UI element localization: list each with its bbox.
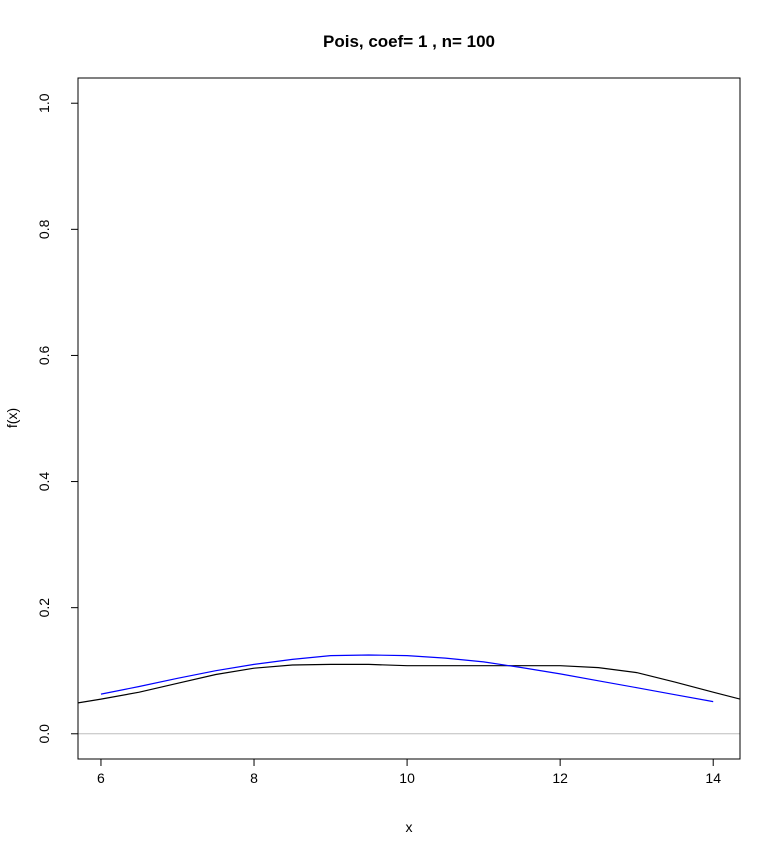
y-tick-label: 0.8	[36, 219, 52, 239]
series-line-1	[78, 663, 740, 704]
y-tick-label: 0.6	[36, 346, 52, 366]
plot-frame	[77, 77, 741, 760]
x-tick-label: 10	[399, 770, 415, 786]
x-axis-label: x	[406, 819, 413, 835]
y-axis-label: f(x)	[4, 408, 20, 428]
y-tick-label: 0.2	[36, 598, 52, 618]
chart-title: Pois, coef= 1 , n= 100	[323, 32, 495, 51]
y-tick-label: 0.4	[36, 472, 52, 492]
x-tick-label: 6	[97, 770, 105, 786]
series-line-2	[100, 654, 714, 703]
x-tick-label: 14	[705, 770, 721, 786]
y-tick-label: 0.0	[36, 724, 52, 744]
x-tick-label: 12	[552, 770, 568, 786]
plot-area: 6 8 10 12 14 0.0 0.2 0.4 0.6 0.8 1.0	[36, 93, 740, 786]
y-tick-label: 1.0	[36, 93, 52, 113]
x-tick-label: 8	[250, 770, 258, 786]
